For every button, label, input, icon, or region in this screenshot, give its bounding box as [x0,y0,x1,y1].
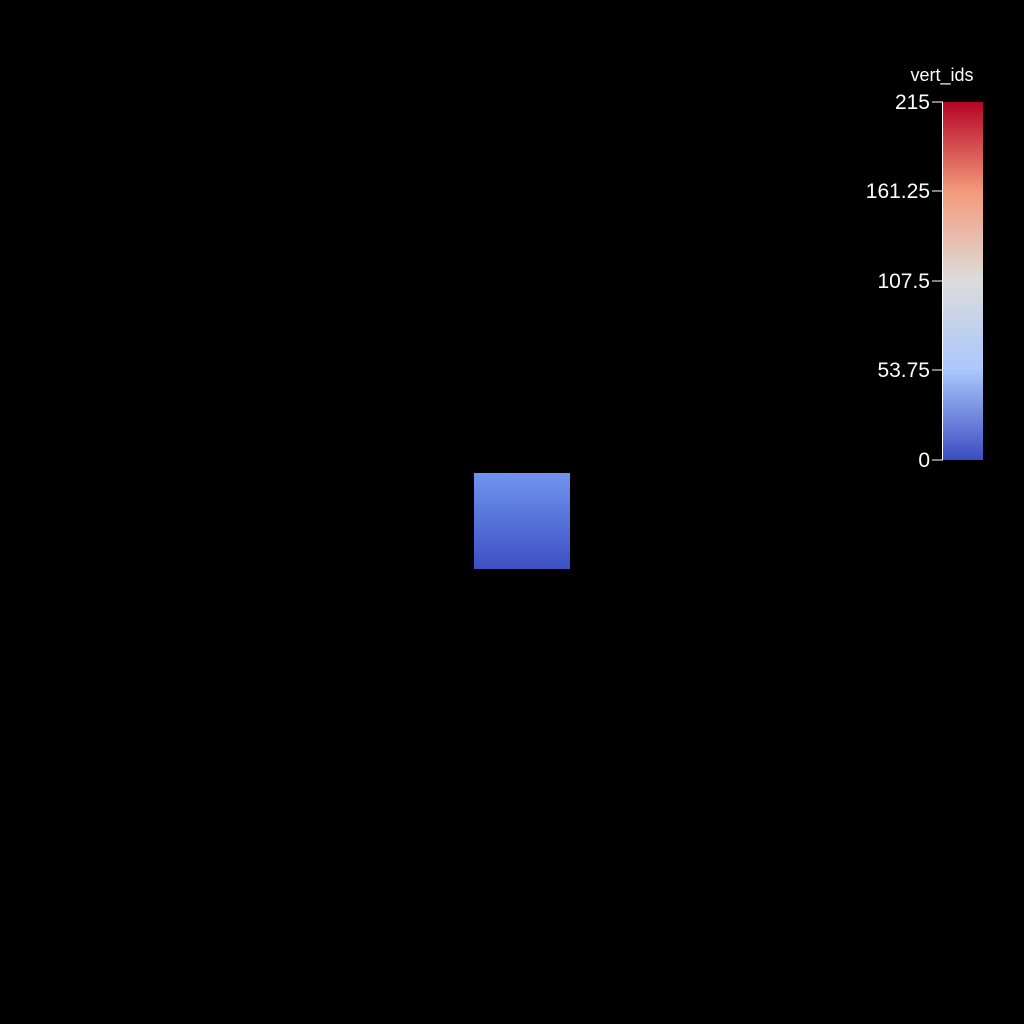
scalar-bar-gradient [943,102,983,460]
mesh-surface [474,473,570,569]
tick-label-107-5: 107.5 [877,270,930,293]
scalar-bar-tick-marks [932,101,943,461]
scalar-bar-title: vert_ids [910,65,973,86]
tick-label-161-25: 161.25 [866,180,930,203]
tick-label-215: 215 [895,91,930,114]
tick-label-53-75: 53.75 [877,359,930,382]
tick-label-0: 0 [918,449,930,472]
